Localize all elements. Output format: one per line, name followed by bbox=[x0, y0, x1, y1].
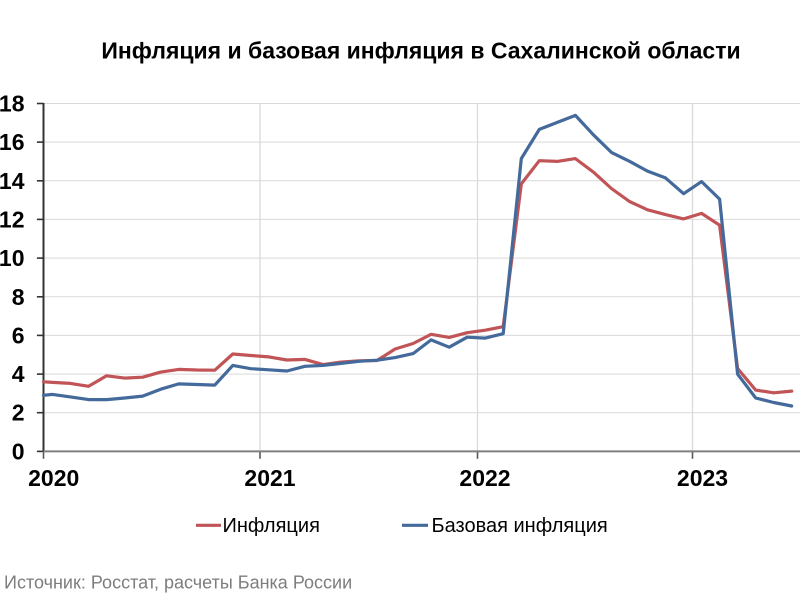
svg-text:2: 2 bbox=[12, 400, 25, 426]
svg-text:14: 14 bbox=[0, 168, 25, 194]
svg-text:6: 6 bbox=[12, 322, 25, 348]
svg-text:Инфляция: Инфляция bbox=[223, 515, 320, 537]
svg-text:4: 4 bbox=[12, 361, 25, 387]
svg-text:12: 12 bbox=[0, 206, 25, 232]
svg-text:16: 16 bbox=[0, 129, 25, 155]
svg-text:Источник: Росстат, расчеты Бан: Источник: Росстат, расчеты Банка России bbox=[4, 573, 352, 593]
svg-text:18: 18 bbox=[0, 91, 25, 117]
svg-text:2023: 2023 bbox=[677, 465, 728, 491]
svg-text:0: 0 bbox=[12, 438, 25, 464]
svg-text:Базовая инфляция: Базовая инфляция bbox=[432, 515, 608, 537]
svg-text:10: 10 bbox=[0, 245, 25, 271]
svg-text:8: 8 bbox=[12, 284, 25, 310]
svg-text:Инфляция и базовая инфляция в: Инфляция и базовая инфляция в Сахалинско… bbox=[101, 38, 740, 64]
svg-text:2022: 2022 bbox=[459, 465, 510, 491]
svg-text:2020: 2020 bbox=[28, 465, 79, 491]
svg-text:2021: 2021 bbox=[244, 465, 295, 491]
